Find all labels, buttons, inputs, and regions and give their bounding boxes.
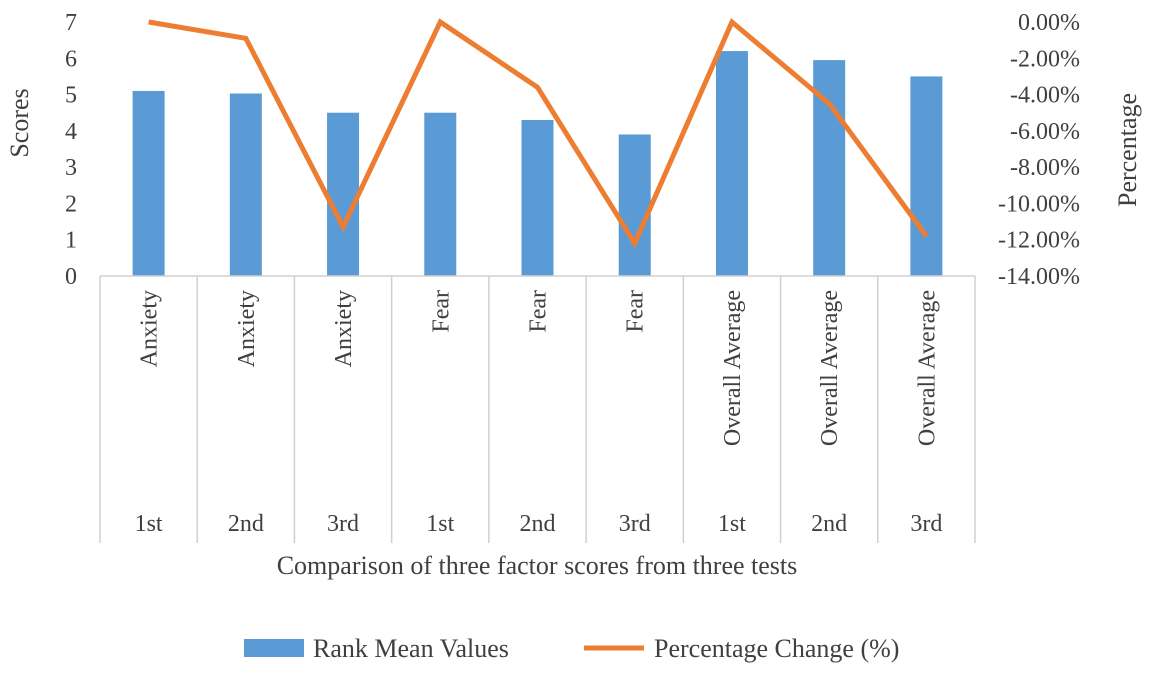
y-tick-label: 1 [65,228,77,254]
bar-series [132,51,943,277]
y2-tick-label: 0.00% [1018,10,1080,36]
category-group-label: Anxiety [331,290,357,367]
y2-tick-label: -4.00% [1010,83,1080,109]
category-test-label: 1st [718,511,746,537]
y2-tick-label: -10.00% [998,191,1080,217]
category-test-label: 1st [426,511,454,537]
line-series [148,17,929,249]
y2-axis-title: Percentage [1113,93,1142,207]
y-tick-label: 6 [65,46,77,72]
category-labels: Anxiety 1st Anxiety 2nd Anxiety 3rd Fear 1st Fea… [135,290,943,537]
y-tick-label: 3 [65,155,77,181]
legend-label-line: Percentage Change (%) [654,634,899,663]
y-axis-title: Scores [5,88,34,157]
y-tick-label: 5 [65,83,77,109]
bar [910,76,943,276]
y2-tick-label: -14.00% [998,264,1080,290]
bar [132,90,165,276]
y-tick-label: 0 [65,264,77,290]
category-group-label: Fear [526,290,552,333]
y-tick-label: 7 [65,10,77,36]
bar [327,112,360,276]
x-axis-title: Comparison of three factor scores from t… [277,551,798,580]
category-group-label: Anxiety [234,290,260,367]
y2-tick-label: -6.00% [1010,119,1080,145]
category-grid [99,275,976,543]
line-path [148,17,929,249]
bar [424,112,457,276]
category-group-label: Anxiety [137,290,163,367]
category-test-label: 3rd [327,511,359,537]
bar [618,134,651,276]
y-axis-ticks: 0 1 2 3 4 5 6 7 [65,10,77,290]
category-group-label: Fear [623,290,649,333]
y-tick-label: 2 [65,191,77,217]
category-group-label: Fear [428,290,454,333]
legend-swatch-bars [244,639,304,657]
category-group-label: Overall Average [720,290,746,446]
category-group-label: Overall Average [817,290,843,446]
category-test-label: 1st [135,511,163,537]
bar [521,119,554,276]
category-group-label: Overall Average [914,290,940,446]
legend-label-bars: Rank Mean Values [313,634,509,663]
bar [229,93,262,277]
y2-tick-label: -2.00% [1010,46,1080,72]
y2-tick-label: -12.00% [998,228,1080,254]
category-test-label: 2nd [520,511,556,537]
category-test-label: 2nd [228,511,264,537]
bar [715,51,748,277]
y2-tick-label: -8.00% [1010,155,1080,181]
legend: Rank Mean Values Percentage Change (%) [244,634,899,663]
category-test-label: 2nd [811,511,847,537]
y-tick-label: 4 [65,119,77,145]
category-test-label: 3rd [619,511,651,537]
y2-axis-ticks: 0.00% -2.00% -4.00% -6.00% -8.00% -10.00% -12.… [998,10,1080,290]
category-test-label: 3rd [910,511,942,537]
